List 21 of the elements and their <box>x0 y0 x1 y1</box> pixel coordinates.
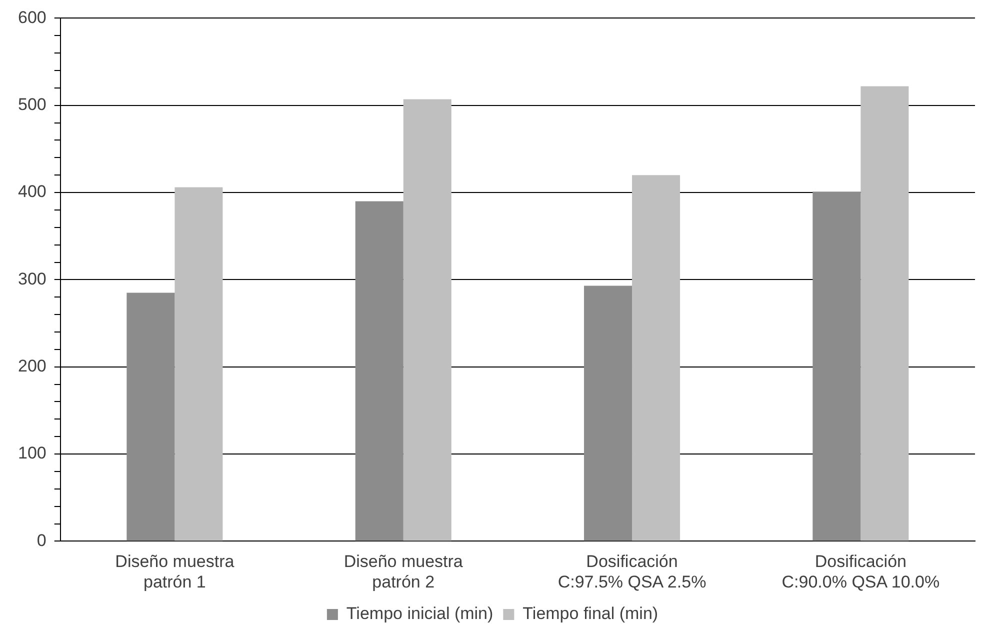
bar <box>812 192 861 541</box>
y-tick-label: 600 <box>18 8 46 27</box>
y-tick-label: 200 <box>18 356 46 376</box>
x-tick-label: Dosificación C:97.5% QSA 2.5% <box>558 552 706 592</box>
legend-label: Tiempo inicial (min) <box>346 604 494 624</box>
x-tick-label: Diseño muestra patrón 2 <box>344 552 464 592</box>
y-tick-label: 500 <box>18 95 46 114</box>
legend-label: Tiempo final (min) <box>522 604 658 624</box>
y-tick-label: 300 <box>18 269 46 288</box>
y-tick-label: 400 <box>18 182 46 202</box>
y-tick-label: 0 <box>36 530 46 550</box>
bar <box>584 286 632 541</box>
bar <box>126 292 175 541</box>
bar <box>355 201 404 541</box>
bar <box>632 175 680 541</box>
x-tick-label: Dosificación C:90.0% QSA 10.0% <box>782 552 940 592</box>
bar <box>403 99 452 541</box>
y-tick-label: 100 <box>18 444 46 463</box>
x-tick-label: Diseño muestra patrón 1 <box>115 552 235 592</box>
bar <box>174 187 223 541</box>
bar <box>860 86 909 541</box>
